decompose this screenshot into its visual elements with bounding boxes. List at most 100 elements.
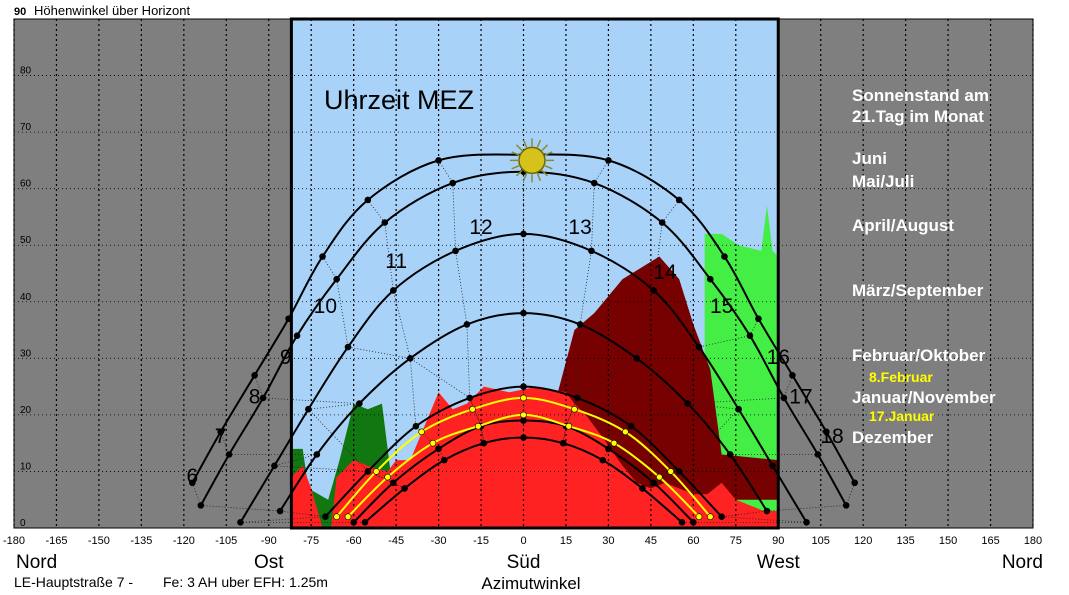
hour-label: 10	[314, 295, 337, 318]
x-tick-label: 135	[896, 535, 914, 547]
y-tick-label: 50	[20, 235, 32, 246]
x-axis-title: Azimutwinkel	[481, 574, 580, 593]
x-tick-label: -150	[88, 535, 110, 547]
sun-path-point	[675, 468, 683, 475]
y-axis-title: Höhenwinkel über Horizont	[34, 3, 190, 18]
sun-path-point	[466, 394, 474, 402]
y-tick-label: 30	[20, 348, 32, 359]
sun-path-point	[622, 428, 629, 436]
sun-path-point	[755, 315, 762, 323]
sun-path-point	[271, 462, 278, 470]
sun-path-point	[217, 428, 224, 436]
sun-path-point	[429, 439, 437, 447]
legend-entry: Juni	[852, 149, 887, 168]
sun-disc	[518, 146, 546, 175]
sun-path-point	[356, 400, 363, 407]
sun-path-point	[469, 405, 476, 413]
trees-obstruction-1	[704, 205, 779, 528]
x-tick-label: -135	[130, 535, 152, 547]
sun-path-point	[590, 179, 598, 187]
sun-path-point	[276, 507, 284, 515]
sun-ray	[522, 139, 528, 148]
hour-label: 12	[469, 216, 492, 239]
x-tick-label: 120	[854, 535, 872, 547]
hour-label: 9	[280, 346, 292, 369]
sky-window-border	[289, 17, 780, 530]
sun-path-point	[401, 485, 408, 492]
building-obstruction-3	[291, 386, 779, 528]
sun-path-point	[803, 519, 810, 526]
legend-entry: 8.Februar	[869, 369, 933, 385]
y-tick-label: 20	[20, 405, 32, 416]
sun-path-point	[412, 422, 420, 430]
sun-ray	[544, 151, 553, 156]
x-tick-label: -60	[346, 535, 362, 547]
direction-label: Süd	[507, 552, 541, 573]
sun-path-point	[381, 219, 389, 226]
sun-path-point	[361, 519, 369, 526]
footer-location: LE-Hauptstraße 7 -	[14, 574, 133, 590]
x-tick-label: -15	[473, 535, 489, 547]
sun-path-point	[333, 513, 340, 520]
hour-label: 8	[249, 386, 261, 409]
legend-entry: April/August	[852, 216, 954, 235]
sun-ray	[522, 173, 528, 182]
sun-path-point	[707, 513, 714, 520]
sun-path-point	[605, 157, 612, 164]
direction-label: Ost	[254, 552, 284, 573]
x-tick-label: 165	[981, 535, 999, 547]
sun-path-point	[675, 196, 683, 204]
sun-path-point	[225, 451, 233, 458]
sun-path-point	[384, 473, 391, 481]
sun-path-point	[650, 479, 658, 487]
sun-path-point	[520, 394, 527, 402]
hour-label: 14	[653, 261, 677, 284]
sun-path-point	[373, 468, 380, 475]
sun-path-point	[814, 451, 822, 458]
legend-title: Sonnenstand am	[852, 86, 989, 105]
sun-path-point	[789, 371, 796, 379]
sun-path-point	[684, 400, 691, 407]
sun-path-point	[707, 275, 714, 283]
sun-ray	[544, 165, 553, 170]
y-tick-label: 60	[20, 179, 32, 190]
x-tick-label: 0	[520, 535, 526, 547]
sun-path-point	[333, 275, 340, 283]
sun-path-point	[449, 179, 457, 187]
legend-entry: Januar/November	[852, 388, 996, 407]
sun-path-point	[189, 479, 196, 487]
x-tick-label: -120	[173, 535, 195, 547]
x-tick-label: -75	[303, 535, 319, 547]
hour-label: 7	[215, 425, 227, 448]
x-tick-label: -30	[431, 535, 447, 547]
legend-entry: März/September	[852, 281, 984, 300]
x-tick-label: 180	[1024, 535, 1042, 547]
sun-ray	[511, 151, 520, 156]
sun-path-point	[418, 428, 425, 436]
sun-path-point	[364, 196, 372, 204]
x-tick-label: 30	[602, 535, 614, 547]
sun-path-point	[520, 309, 527, 317]
legend-entry: Dezember	[852, 428, 934, 447]
sun-path-point	[197, 502, 205, 509]
x-tick-label: 90	[772, 535, 784, 547]
sun-path-point	[520, 417, 527, 424]
sun-path-point	[344, 343, 352, 351]
sun-path-point	[769, 462, 776, 470]
y-tick-label: 10	[20, 461, 32, 472]
sun-path-point	[435, 157, 442, 164]
sun-path-point	[656, 473, 663, 481]
sun-path-point	[842, 502, 850, 509]
x-tick-label: -105	[215, 535, 237, 547]
sun-ray	[511, 165, 520, 170]
sun-path-point	[259, 394, 267, 402]
sun-path-point	[520, 411, 527, 419]
sun-path-point	[389, 479, 397, 487]
sun-path-point	[452, 247, 459, 255]
direction-label: Nord	[1002, 552, 1043, 573]
sun-path-point	[322, 513, 329, 520]
sun-path-point	[746, 332, 754, 340]
y-tick-label: 70	[20, 122, 32, 133]
